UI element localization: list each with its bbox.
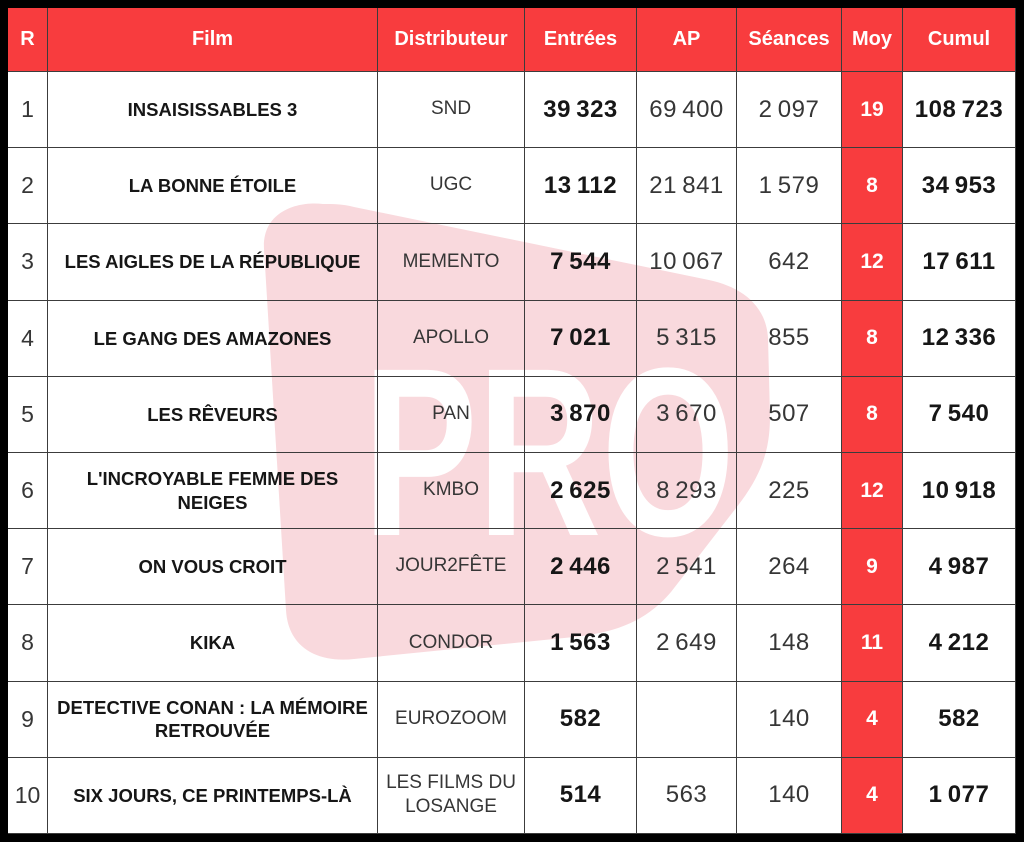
cell-moy: 4: [842, 757, 903, 834]
cell-seances: 1 579: [737, 148, 842, 225]
cell-rank: 3: [8, 224, 48, 301]
cell-cumul: 4 212: [903, 605, 1016, 682]
cell-cumul: 7 540: [903, 376, 1016, 453]
table: R Film Distributeur Entrées AP Séances M…: [8, 8, 1016, 834]
header-cell-moy: Moy: [842, 8, 903, 72]
cell-distributor: EUROZOOM: [378, 681, 525, 758]
header-cell-film: Film: [48, 8, 378, 72]
cell-entries: 3 870: [525, 376, 637, 453]
cell-seances: 642: [737, 224, 842, 301]
cell-moy: 8: [842, 148, 903, 225]
header-cell-rank: R: [8, 8, 48, 72]
cell-rank: 8: [8, 605, 48, 682]
cell-film: INSAISISSABLES 3: [48, 72, 378, 149]
cell-distributor: LES FILMS DU LOSANGE: [378, 757, 525, 834]
cell-ap: 3 670: [637, 376, 737, 453]
cell-moy: 19: [842, 72, 903, 149]
cell-ap: 563: [637, 757, 737, 834]
cell-cumul: 10 918: [903, 452, 1016, 530]
header-cell-seances: Séances: [737, 8, 842, 72]
cell-cumul: 4 987: [903, 529, 1016, 606]
cell-seances: 225: [737, 452, 842, 530]
cell-ap: 69 400: [637, 72, 737, 149]
cell-entries: 7 544: [525, 224, 637, 301]
cell-seances: 507: [737, 376, 842, 453]
cell-film: DETECTIVE CONAN : LA MÉMOIRE RETROUVÉE: [48, 681, 378, 758]
cell-moy: 8: [842, 300, 903, 377]
cell-cumul: 1 077: [903, 757, 1016, 834]
cell-distributor: JOUR2FÊTE: [378, 529, 525, 606]
cell-film: LA BONNE ÉTOILE: [48, 148, 378, 225]
cell-seances: 140: [737, 757, 842, 834]
cell-seances: 140: [737, 681, 842, 758]
cell-moy: 8: [842, 376, 903, 453]
cell-rank: 9: [8, 681, 48, 758]
cell-moy: 4: [842, 681, 903, 758]
cell-seances: 148: [737, 605, 842, 682]
cell-film: L'INCROYABLE FEMME DES NEIGES: [48, 452, 378, 530]
cell-cumul: 17 611: [903, 224, 1016, 301]
box-office-table: PRO R Film Distributeur Entrées AP Séanc…: [8, 8, 1016, 834]
cell-ap: 10 067: [637, 224, 737, 301]
header-cell-distributor: Distributeur: [378, 8, 525, 72]
cell-moy: 9: [842, 529, 903, 606]
cell-seances: 855: [737, 300, 842, 377]
cell-rank: 6: [8, 452, 48, 530]
cell-entries: 39 323: [525, 72, 637, 149]
header-cell-ap: AP: [637, 8, 737, 72]
cell-rank: 1: [8, 72, 48, 149]
cell-rank: 7: [8, 529, 48, 606]
cell-rank: 4: [8, 300, 48, 377]
cell-distributor: SND: [378, 72, 525, 149]
cell-distributor: CONDOR: [378, 605, 525, 682]
cell-entries: 13 112: [525, 148, 637, 225]
cell-ap: 2 649: [637, 605, 737, 682]
cell-ap: 8 293: [637, 452, 737, 530]
cell-rank: 10: [8, 757, 48, 834]
cell-moy: 11: [842, 605, 903, 682]
cell-cumul: 34 953: [903, 148, 1016, 225]
header-cell-cumul: Cumul: [903, 8, 1016, 72]
cell-rank: 2: [8, 148, 48, 225]
cell-entries: 582: [525, 681, 637, 758]
cell-entries: 7 021: [525, 300, 637, 377]
cell-distributor: MEMENTO: [378, 224, 525, 301]
cell-entries: 1 563: [525, 605, 637, 682]
cell-ap: 21 841: [637, 148, 737, 225]
cell-entries: 2 446: [525, 529, 637, 606]
header-cell-entries: Entrées: [525, 8, 637, 72]
cell-entries: 514: [525, 757, 637, 834]
cell-cumul: 582: [903, 681, 1016, 758]
cell-entries: 2 625: [525, 452, 637, 530]
cell-rank: 5: [8, 376, 48, 453]
cell-moy: 12: [842, 452, 903, 530]
cell-film: KIKA: [48, 605, 378, 682]
cell-seances: 2 097: [737, 72, 842, 149]
cell-film: SIX JOURS, CE PRINTEMPS-LÀ: [48, 757, 378, 834]
cell-film: LES RÊVEURS: [48, 376, 378, 453]
watermark-shape: [263, 203, 770, 660]
cell-moy: 12: [842, 224, 903, 301]
cell-cumul: 108 723: [903, 72, 1016, 149]
cell-film: LES AIGLES DE LA RÉPUBLIQUE: [48, 224, 378, 301]
cell-ap: 2 541: [637, 529, 737, 606]
cell-film: LE GANG DES AMAZONES: [48, 300, 378, 377]
cell-ap: 5 315: [637, 300, 737, 377]
cell-ap: [637, 681, 737, 758]
cell-distributor: PAN: [378, 376, 525, 453]
cell-film: ON VOUS CROIT: [48, 529, 378, 606]
cell-distributor: UGC: [378, 148, 525, 225]
cell-cumul: 12 336: [903, 300, 1016, 377]
cell-distributor: APOLLO: [378, 300, 525, 377]
cell-seances: 264: [737, 529, 842, 606]
cell-distributor: KMBO: [378, 452, 525, 530]
